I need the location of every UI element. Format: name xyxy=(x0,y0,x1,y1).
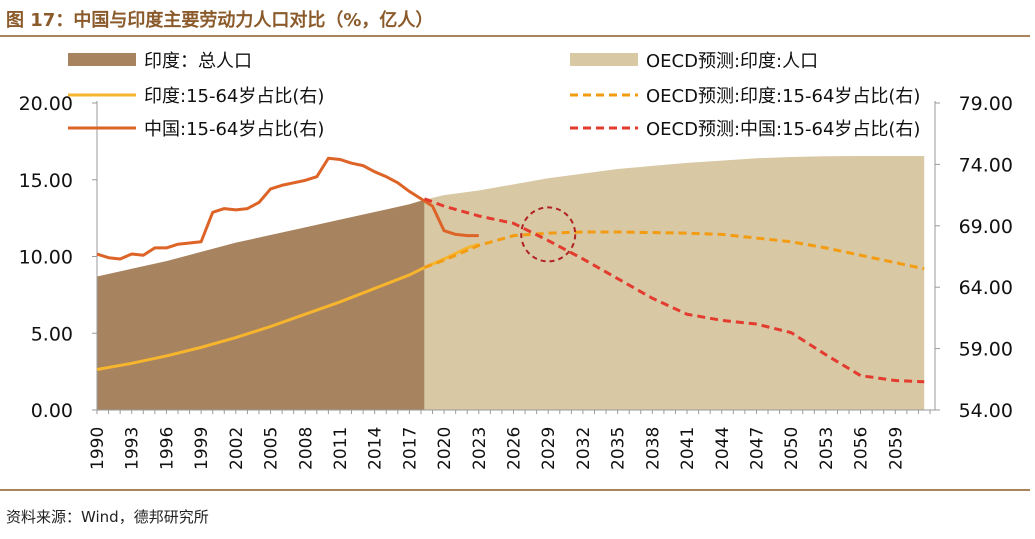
source-note: 资料来源：Wind，德邦研究所 xyxy=(6,508,209,526)
y-left-tick-label: 15.00 xyxy=(19,170,73,192)
x-tick-label: 1996 xyxy=(157,427,177,470)
legend-label: OECD预测:印度:15-64岁占比(右) xyxy=(646,86,920,107)
legend-item-0: 印度：总人口 xyxy=(68,51,252,72)
legend-swatch xyxy=(570,53,638,66)
x-tick-label: 2059 xyxy=(886,427,906,470)
x-tick-label: 2047 xyxy=(747,427,767,470)
x-tick-label: 2053 xyxy=(817,427,837,470)
y-left-tick-label: 0.00 xyxy=(31,400,73,422)
y-right-tick-label: 59.00 xyxy=(959,339,1013,361)
y-left-tick-label: 5.00 xyxy=(31,323,73,345)
legend-item-4: 中国:15-64岁占比(右) xyxy=(68,119,324,140)
crossover-circle xyxy=(520,206,577,263)
x-tick-label: 2050 xyxy=(782,427,802,470)
x-tick-label: 1999 xyxy=(192,427,212,470)
y-right-tick-label: 79.00 xyxy=(959,93,1013,115)
legend-label: OECD预测:印度:人口 xyxy=(646,51,818,72)
x-tick-label: 2038 xyxy=(643,427,663,470)
legend-swatch xyxy=(68,53,136,66)
x-tick-label: 2011 xyxy=(331,427,351,470)
x-tick-label: 2041 xyxy=(678,427,698,470)
legend-item-5: OECD预测:中国:15-64岁占比(右) xyxy=(570,119,920,140)
x-tick-label: 2026 xyxy=(505,427,525,470)
line-series-5 xyxy=(423,197,925,384)
x-tick-label: 2032 xyxy=(574,427,594,470)
x-tick-label: 2014 xyxy=(366,427,386,470)
x-tick-label: 1990 xyxy=(88,427,108,470)
legend-item-1: OECD预测:印度:人口 xyxy=(570,51,818,72)
legend-label: 中国:15-64岁占比(右) xyxy=(144,119,324,140)
legend-item-2: 印度:15-64岁占比(右) xyxy=(68,86,324,107)
x-tick-label: 2035 xyxy=(609,427,629,470)
bottom-rule xyxy=(0,489,1030,491)
legend-label: OECD预测:中国:15-64岁占比(右) xyxy=(646,119,920,140)
x-tick-label: 2023 xyxy=(470,427,490,470)
top-rule xyxy=(0,35,1030,37)
x-tick-label: 2029 xyxy=(539,427,559,470)
legend-label: 印度：总人口 xyxy=(144,51,252,72)
y-right-tick-label: 74.00 xyxy=(959,154,1013,176)
area-series-1 xyxy=(424,155,925,410)
y-right-tick-label: 54.00 xyxy=(959,400,1013,422)
x-tick-label: 2005 xyxy=(262,427,282,470)
x-tick-label: 2002 xyxy=(227,427,247,470)
x-tick-label: 2008 xyxy=(296,427,316,470)
x-tick-label: 2017 xyxy=(400,427,420,470)
annotation-layer xyxy=(520,206,577,263)
x-tick-label: 2056 xyxy=(852,427,872,470)
y-right-tick-label: 69.00 xyxy=(959,216,1013,238)
legend-item-3: OECD预测:印度:15-64岁占比(右) xyxy=(570,86,920,107)
x-tick-label: 1993 xyxy=(123,427,143,470)
y-left-tick-label: 10.00 xyxy=(19,247,73,269)
line-series-4 xyxy=(96,156,479,261)
x-tick-label: 2020 xyxy=(435,427,455,470)
legend-label: 印度:15-64岁占比(右) xyxy=(144,86,324,107)
area-layer xyxy=(97,155,925,410)
line-series-3 xyxy=(423,230,925,271)
y-right-tick-label: 64.00 xyxy=(959,277,1013,299)
line-layer xyxy=(96,156,925,384)
x-tick-label: 2044 xyxy=(713,427,733,470)
figure-title: 图 17：中国与印度主要劳动力人口对比（%，亿人） xyxy=(6,10,434,31)
area-series-0 xyxy=(97,199,425,410)
axes-layer: 0.00 5.00 10.00 15.00 20.00 54.00 59.00 64.00 69… xyxy=(19,93,1013,470)
y-left-tick-label: 20.00 xyxy=(19,93,73,115)
